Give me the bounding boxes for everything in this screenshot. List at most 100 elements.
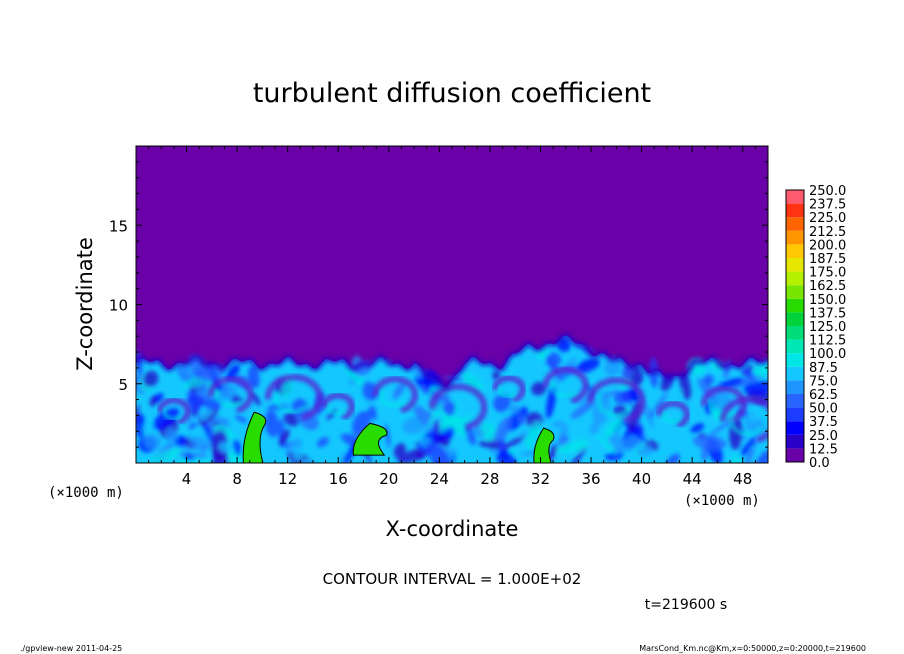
colorbar-swatch <box>786 244 804 258</box>
swirl-blob <box>187 422 198 430</box>
swirl-blob <box>506 406 528 431</box>
x-tick-label: 8 <box>232 470 242 488</box>
swirl-blob <box>247 365 260 388</box>
colorbar-label: 250.0 <box>809 184 846 199</box>
x-tick-label: 44 <box>683 470 702 488</box>
eddy-arc <box>587 377 646 424</box>
eddy-core <box>379 389 407 408</box>
colorbar-label: 225.0 <box>809 211 846 226</box>
swirl-blob <box>625 452 633 462</box>
colorbar-swatch <box>786 258 804 272</box>
colorbar-label: 112.5 <box>809 334 846 349</box>
colorbar-swatch <box>786 448 804 462</box>
swirl-blob <box>393 443 406 459</box>
eddy-core <box>438 400 473 424</box>
swirl-blob <box>614 390 632 404</box>
eddy-core <box>497 384 518 399</box>
swirl-blob <box>392 382 406 400</box>
swirl-blob <box>703 374 714 385</box>
swirl-blob <box>743 381 768 395</box>
colorbar-label: 162.5 <box>809 279 846 294</box>
colorbar-swatch <box>786 312 804 326</box>
x-tick-label: 36 <box>581 470 600 488</box>
swirl-blob <box>368 404 377 420</box>
colorbar-swatch <box>786 353 804 367</box>
swirl-blob <box>666 453 680 463</box>
eddy-core <box>162 406 183 421</box>
y-axis: 5 10 15 <box>109 161 768 448</box>
colorbar-label: 50.0 <box>809 402 838 417</box>
swirl-blob <box>402 417 426 435</box>
swirl-blob <box>496 450 517 463</box>
eddy-core <box>596 393 631 417</box>
swirl-blob <box>690 423 705 433</box>
swirl-blob <box>576 358 600 373</box>
eddy-arc <box>720 396 768 443</box>
colorbar-swatch <box>786 271 804 286</box>
swirl-blob <box>290 446 303 461</box>
x-unit-label-right: (×1000 m) <box>684 493 760 509</box>
x-unit-label-left: (×1000 m) <box>48 485 124 501</box>
colorbar-swatch <box>786 285 804 299</box>
swirl-blob <box>444 401 456 417</box>
eddy-arc <box>207 376 254 414</box>
swirl-blob <box>232 439 241 456</box>
swirl-blob <box>177 452 209 458</box>
swirl-blob <box>566 447 587 463</box>
eddy-core <box>729 412 764 437</box>
colorbar-label: 37.5 <box>809 415 838 430</box>
swirl-blob <box>492 371 501 380</box>
y-axis-title: Z-coordinate <box>73 237 97 371</box>
swirl-blob <box>218 442 230 453</box>
swirl-blob <box>465 424 476 446</box>
colorbar-label: 200.0 <box>809 238 846 253</box>
swirl-blob <box>174 435 188 447</box>
colorbar-swatch <box>786 203 804 218</box>
eddy-core <box>274 390 309 414</box>
colorbar-swatch <box>786 366 804 381</box>
eddy-arc <box>542 366 589 404</box>
contour-interval-label: CONTOUR INTERVAL = 1.000E+02 <box>323 570 582 588</box>
swirl-blob <box>595 434 617 454</box>
colorbar-swatch <box>786 230 804 245</box>
x-tick-label: 32 <box>531 470 550 488</box>
eddy-arc <box>700 385 747 423</box>
swirl-blob <box>426 405 441 430</box>
x-axis-title: X-coordinate <box>386 517 519 541</box>
swirl-blob <box>508 403 520 415</box>
swirl-blob <box>154 392 164 403</box>
swirl-blob <box>165 427 178 450</box>
colorbar: 0.012.525.037.550.062.575.087.5100.0112.… <box>785 184 846 471</box>
x-tick-label: 40 <box>632 470 651 488</box>
swirl-blob <box>603 417 624 437</box>
y-tick-label: 5 <box>118 376 128 394</box>
x-tick-label: 4 <box>182 470 192 488</box>
eddy-arc <box>491 375 526 403</box>
swirl-blob <box>604 356 621 378</box>
eddy-core <box>661 410 682 425</box>
swirl-blob <box>426 441 451 463</box>
swirl-blob <box>234 414 248 423</box>
colorbar-label: 237.5 <box>809 198 846 213</box>
swirl-blob <box>648 392 669 420</box>
x-axis: 4 8 12 16 20 24 28 32 36 40 44 48 <box>148 146 756 488</box>
eddy-arc <box>264 374 323 421</box>
swirl-blob <box>142 422 155 435</box>
swirl-blob <box>264 410 280 438</box>
swirl-blob <box>636 445 654 457</box>
colorbar-swatch <box>786 434 804 449</box>
swirl-blob <box>283 412 300 427</box>
max-value-region <box>242 411 267 463</box>
swirl-blob <box>413 378 440 387</box>
swirl-blob <box>557 439 589 454</box>
swirl-blob <box>614 434 648 453</box>
swirl-blob <box>741 368 756 379</box>
colorbar-label: 62.5 <box>809 388 838 403</box>
swirl-blob <box>749 409 763 422</box>
chart-title: turbulent diffusion coefficient <box>253 78 651 109</box>
colorbar-swatch <box>786 298 804 313</box>
colorbar-label: 212.5 <box>809 225 846 240</box>
footer-left: ./gpview-new 2011-04-25 <box>20 644 122 653</box>
colorbar-swatch <box>786 421 804 435</box>
